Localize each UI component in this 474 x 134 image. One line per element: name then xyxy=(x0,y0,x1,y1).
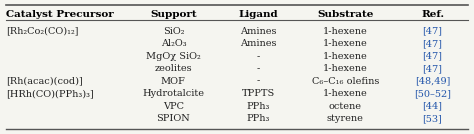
Text: 1-hexene: 1-hexene xyxy=(323,39,368,48)
Text: SPION: SPION xyxy=(156,114,190,123)
Text: -: - xyxy=(256,52,260,61)
Text: [53]: [53] xyxy=(423,114,443,123)
Text: PPh₃: PPh₃ xyxy=(246,102,270,111)
Text: VPC: VPC xyxy=(163,102,184,111)
Text: [44]: [44] xyxy=(422,102,443,111)
Text: [47]: [47] xyxy=(422,52,443,61)
Text: Hydrotalcite: Hydrotalcite xyxy=(142,89,204,98)
Text: -: - xyxy=(256,77,260,86)
Text: MgOχ SiO₂: MgOχ SiO₂ xyxy=(146,52,201,61)
Text: SiO₂: SiO₂ xyxy=(163,27,184,36)
Text: MOF: MOF xyxy=(161,77,186,86)
Text: Ligand: Ligand xyxy=(238,10,278,19)
Text: TPPTS: TPPTS xyxy=(242,89,275,98)
Text: Catalyst Precursor: Catalyst Precursor xyxy=(6,10,114,19)
Text: Al₂O₃: Al₂O₃ xyxy=(161,39,186,48)
Text: PPh₃: PPh₃ xyxy=(246,114,270,123)
Text: [HRh(CO)(PPh₃)₃]: [HRh(CO)(PPh₃)₃] xyxy=(6,89,94,98)
Text: [47]: [47] xyxy=(422,27,443,36)
Text: Ref.: Ref. xyxy=(421,10,444,19)
Text: 1-hexene: 1-hexene xyxy=(323,52,368,61)
Text: Amines: Amines xyxy=(240,39,276,48)
Text: [Rh(acac)(cod)]: [Rh(acac)(cod)] xyxy=(6,77,83,86)
Text: Support: Support xyxy=(150,10,197,19)
Text: octene: octene xyxy=(329,102,362,111)
Text: Substrate: Substrate xyxy=(317,10,374,19)
Text: Amines: Amines xyxy=(240,27,276,36)
Text: [50–52]: [50–52] xyxy=(414,89,451,98)
Text: [48,49]: [48,49] xyxy=(415,77,450,86)
Text: [47]: [47] xyxy=(422,64,443,73)
Text: [47]: [47] xyxy=(422,39,443,48)
Text: 1-hexene: 1-hexene xyxy=(323,89,368,98)
Text: -: - xyxy=(256,64,260,73)
Text: [Rh₂Co₂(CO)₁₂]: [Rh₂Co₂(CO)₁₂] xyxy=(6,27,79,36)
Text: styrene: styrene xyxy=(327,114,364,123)
Text: zeolites: zeolites xyxy=(155,64,192,73)
Text: 1-hexene: 1-hexene xyxy=(323,27,368,36)
Text: C₆–C₁₆ olefins: C₆–C₁₆ olefins xyxy=(312,77,379,86)
Text: 1-hexene: 1-hexene xyxy=(323,64,368,73)
